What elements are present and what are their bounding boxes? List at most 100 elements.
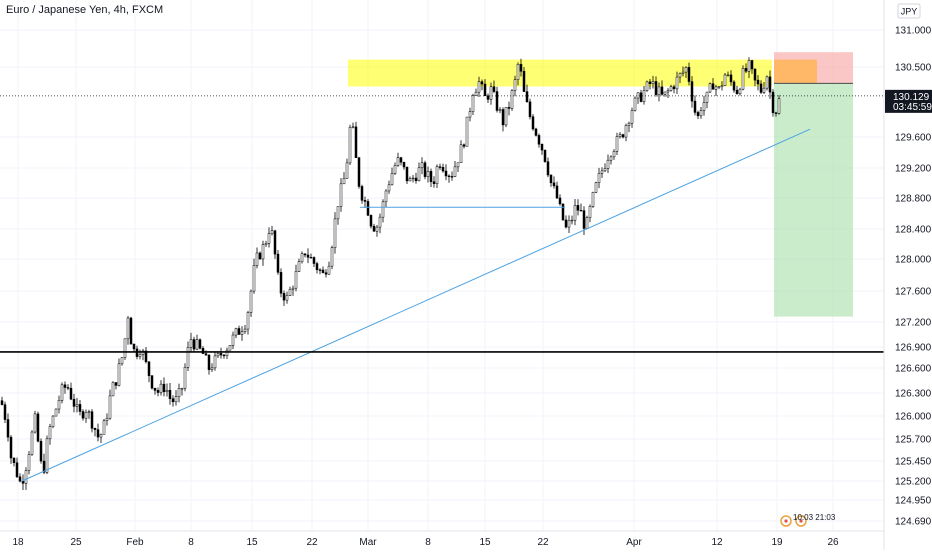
candle [27,451,31,475]
y-tick-label: 125.700 [895,435,932,446]
candle [249,289,253,317]
candle [510,89,514,111]
candle [252,258,256,294]
candle [393,162,397,176]
candle-body [81,411,85,419]
candle [231,331,235,350]
candle-body [408,178,412,182]
candle-body [495,91,499,111]
candle [423,160,427,180]
candle [522,67,526,92]
candle-body [744,68,748,72]
candle-body [639,92,643,102]
y-tick-label: 126.300 [895,389,932,400]
candle-body [402,161,406,168]
candle [573,199,577,226]
candle [81,409,85,421]
candle-body [558,197,562,205]
candle-body [261,244,265,260]
candle-body [684,67,688,73]
candle-body [567,220,571,228]
candle [384,189,388,208]
candle-body [240,331,244,335]
candle-body [102,420,106,435]
candle-body [483,83,487,97]
candle-body [462,144,466,147]
candle [132,343,136,352]
candle [417,162,421,182]
candle [705,91,709,109]
candle-body [243,328,247,333]
candle-body [645,81,649,91]
candle-body [534,128,538,136]
candle [420,157,424,175]
candle [756,75,760,91]
candle-body [438,166,442,168]
candle-body [561,203,565,221]
candle [327,261,331,275]
candle [60,382,64,404]
candle-body [693,100,697,113]
candle-body [363,200,367,202]
candle-body [249,290,253,313]
candle-body [378,216,382,228]
candle [549,174,553,187]
candle-body [51,415,55,427]
candle [603,163,607,172]
candle [54,408,58,417]
candle-body [498,109,502,111]
currency-badge-label: JPY [901,7,918,17]
candle-body [177,388,181,397]
candle-body [216,353,220,357]
candle-body [420,162,424,169]
y-tick-label: 128.800 [895,194,932,205]
candle [438,163,442,170]
candle [138,349,142,360]
candle-body [321,269,325,273]
candle-body [771,91,775,114]
candle-body [3,404,7,420]
candle-body [393,165,397,174]
candle-body [174,396,178,403]
candle-body [276,253,280,273]
candle-body [354,126,358,158]
candle [261,240,265,266]
candle-body [288,289,292,296]
candle-body [18,476,22,482]
candle-body [630,110,634,124]
candle-body [600,170,604,174]
x-tick-label: Feb [126,537,144,548]
candle-body [279,272,283,294]
candle-body [651,81,655,84]
candle [141,348,145,361]
candle-body [219,353,223,356]
x-tick-label: 26 [827,537,839,548]
candle [642,86,646,105]
candle-body [318,269,322,271]
candle [540,143,544,155]
candle-body [747,60,751,72]
y-tick-label: 126.600 [895,364,932,375]
candle-body [33,413,37,433]
candle [369,214,373,229]
candle-body [765,76,769,89]
candle-body [372,225,376,232]
candle-body [93,428,97,430]
candle [243,325,247,334]
candle-body [525,91,529,103]
candle [330,245,334,270]
candle [213,352,217,371]
candle [729,70,733,86]
candle-body [336,206,340,220]
candle-body [0,400,4,405]
candle [468,107,472,122]
candle-body [72,398,76,407]
candle-body [267,233,271,244]
candle [627,121,631,133]
candle-body [138,354,142,357]
candle-body [504,107,508,126]
candle-body [726,74,730,76]
candle [435,164,439,188]
candle [9,435,13,464]
